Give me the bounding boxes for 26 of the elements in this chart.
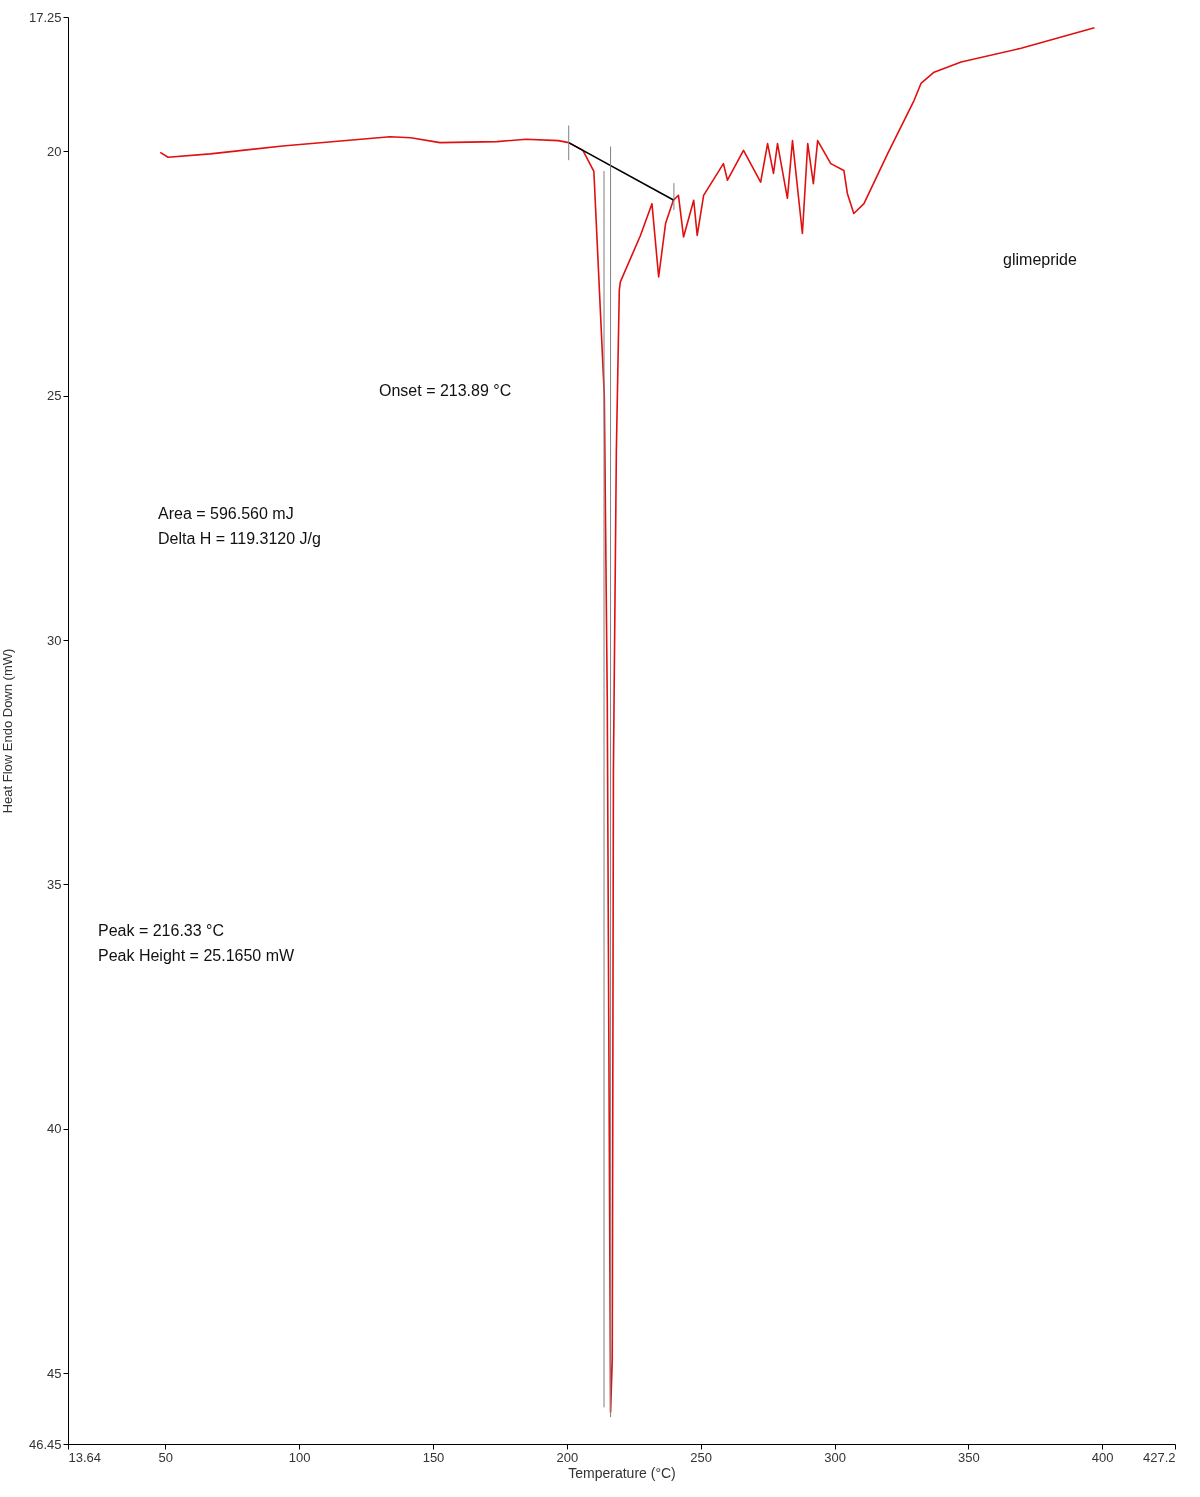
y-tick-label: 25 [47,388,62,404]
y-tick-label: 30 [47,632,62,648]
x-tick-label: 200 [556,1449,579,1465]
x-tick-label: 300 [824,1449,846,1465]
y-tick-label: 45 [47,1365,62,1381]
annotation: glimepride [1003,251,1078,268]
x-tick-label: 250 [690,1449,713,1465]
annotation: Peak = 216.33 °C [98,922,225,939]
x-tick-label: 350 [958,1449,980,1465]
x-tick-label: 50 [158,1449,174,1465]
y-tick-label: 35 [47,876,62,892]
x-tick-label: 150 [422,1449,445,1465]
x-axis-title: Temperature (°C) [568,1464,676,1481]
y-tick-label: 17.25 [28,9,62,25]
annotation: Peak Height = 25.1650 mW [98,947,296,964]
y-tick-label: 40 [47,1121,62,1137]
y-axis-title: Heat Flow Endo Down (mW) [0,648,15,814]
x-tick-label: 100 [288,1449,311,1465]
x-tick-label: 427.2 [1142,1449,1176,1465]
y-tick-label: 46.45 [28,1436,62,1452]
x-tick-label: 400 [1091,1449,1114,1465]
annotation: Onset = 213.89 °C [379,382,512,399]
x-tick-label: 13.64 [68,1449,102,1465]
y-tick-label: 20 [47,143,62,159]
annotation: Delta H = 119.3120 J/g [158,530,321,547]
annotation: Area = 596.560 mJ [158,505,294,522]
